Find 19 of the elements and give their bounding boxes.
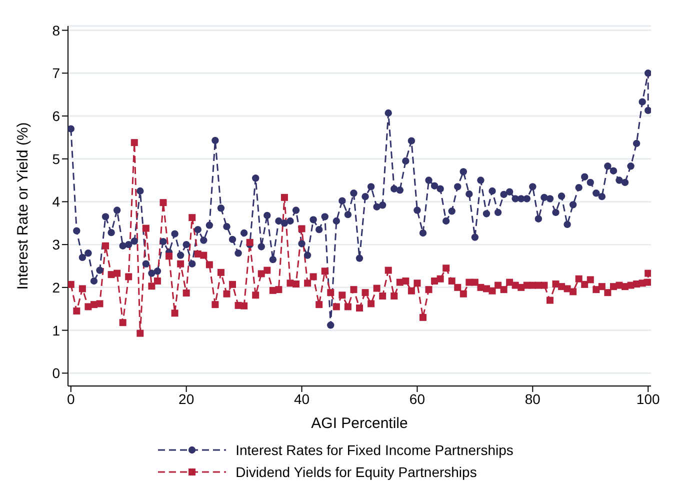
y-tick-label: 8 xyxy=(52,22,60,38)
legend-label: Interest Rates for Fixed Income Partnerships xyxy=(236,442,514,458)
y-tick-label: 5 xyxy=(52,150,60,167)
y-tick-label: 6 xyxy=(52,108,60,124)
y-tick-label: 0 xyxy=(52,365,60,382)
y-tick-label: 1 xyxy=(52,322,60,338)
x-axis-title: AGI Percentile xyxy=(311,415,408,432)
y-tick-label: 2 xyxy=(52,279,60,296)
x-tick-label: 80 xyxy=(524,390,541,407)
x-tick-label: 60 xyxy=(409,390,426,407)
y-tick-label: 7 xyxy=(52,65,60,82)
y-tick-label: 4 xyxy=(52,194,60,210)
y-tick-label: 3 xyxy=(52,236,60,253)
x-tick-label: 40 xyxy=(294,390,310,407)
x-tick-label: 0 xyxy=(66,390,75,407)
x-tick-label: 100 xyxy=(636,390,660,407)
x-tick-label: 20 xyxy=(178,390,194,407)
y-axis-title: Interest Rate or Yield (%) xyxy=(14,122,32,290)
legend-label: Dividend Yields for Equity Partnerships xyxy=(236,464,477,480)
